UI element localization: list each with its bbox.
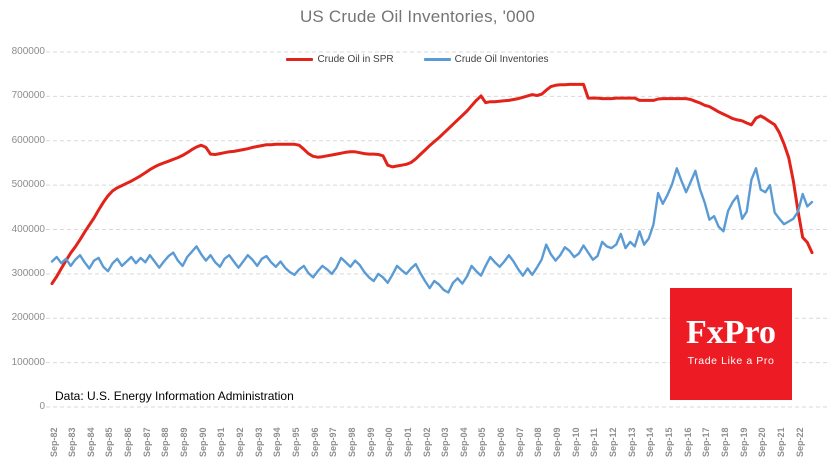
x-axis-tick-label: Sep-85 xyxy=(104,427,115,457)
x-axis-tick-label: Sep-21 xyxy=(775,427,786,457)
x-axis-tick-label: Sep-09 xyxy=(552,427,563,457)
x-axis-tick-label: Sep-04 xyxy=(458,427,469,457)
x-axis-tick-label: Sep-07 xyxy=(514,427,525,457)
x-axis-tick-label: Sep-83 xyxy=(67,427,78,457)
x-axis-tick-label: Sep-97 xyxy=(328,427,339,457)
y-axis-tick-label: 100000 xyxy=(11,356,45,368)
chart-legend: Crude Oil in SPR Crude Oil Inventories xyxy=(0,54,835,65)
x-axis-tick-label: Sep-91 xyxy=(216,427,227,457)
x-axis-tick-label: Sep-90 xyxy=(197,427,208,457)
x-axis-tick-label: Sep-13 xyxy=(626,427,637,457)
x-axis-tick-label: Sep-02 xyxy=(421,427,432,457)
x-axis-tick-label: Sep-16 xyxy=(682,427,693,457)
x-axis-tick-label: Sep-03 xyxy=(440,427,451,457)
x-axis-tick-label: Sep-94 xyxy=(272,427,283,457)
y-axis-tick-label: 700000 xyxy=(11,90,45,102)
x-axis-tick-label: Sep-22 xyxy=(794,427,805,457)
fxpro-logo: FxPro Trade Like a Pro xyxy=(670,288,792,400)
y-axis-tick-label: 600000 xyxy=(11,134,45,146)
fxpro-logo-tagline: Trade Like a Pro xyxy=(687,355,775,367)
x-axis-tick-label: Sep-05 xyxy=(477,427,488,457)
x-axis-tick-label: Sep-10 xyxy=(570,427,581,457)
x-axis-tick-label: Sep-96 xyxy=(309,427,320,457)
x-axis-tick-label: Sep-12 xyxy=(608,427,618,457)
y-axis-tick-label: 300000 xyxy=(11,267,45,279)
x-axis-tick-label: Sep-86 xyxy=(123,427,134,457)
x-axis-tick-label: Sep-17 xyxy=(701,427,712,457)
x-axis-tick-label: Sep-20 xyxy=(757,427,768,457)
legend-label: Crude Oil in SPR xyxy=(317,54,394,65)
x-axis-tick-label: Sep-14 xyxy=(645,427,656,457)
x-axis-tick-label: Sep-88 xyxy=(160,427,171,457)
legend-item: Crude Oil Inventories xyxy=(423,54,549,65)
series-line-crude-oil-in-spr xyxy=(50,82,814,286)
y-axis-tick-label: 800000 xyxy=(11,46,45,57)
legend-line-swatch xyxy=(286,58,314,61)
legend-item: Crude Oil in SPR xyxy=(286,54,394,65)
legend-line-swatch xyxy=(423,58,451,61)
fxpro-logo-brand: FxPro xyxy=(685,314,776,351)
x-axis-tick-label: Sep-87 xyxy=(141,427,152,457)
x-axis-tick-label: Sep-00 xyxy=(384,427,395,457)
x-axis-tick-label: Sep-11 xyxy=(589,427,600,457)
y-axis-tick-label: 400000 xyxy=(11,223,45,235)
series-line-crude-oil-inventories xyxy=(50,167,814,294)
x-axis-tick-label: Sep-99 xyxy=(365,427,376,457)
x-axis-tick-label: Sep-93 xyxy=(253,427,264,457)
x-axis-tick-label: Sep-01 xyxy=(402,427,413,457)
y-axis-tick-label: 200000 xyxy=(11,312,45,324)
x-axis-tick-label: Sep-84 xyxy=(85,427,96,457)
x-axis-tick-label: Sep-15 xyxy=(663,427,674,457)
x-axis-tick-label: Sep-95 xyxy=(290,427,301,457)
legend-label: Crude Oil Inventories xyxy=(454,54,549,65)
x-axis-tick-label: Sep-82 xyxy=(48,427,59,457)
x-axis-tick-label: Sep-98 xyxy=(346,427,357,457)
x-axis-tick-label: Sep-08 xyxy=(533,427,544,457)
y-axis-tick-label: 500000 xyxy=(11,179,45,191)
chart-title: US Crude Oil Inventories, '000 xyxy=(299,7,536,26)
x-axis-tick-label: Sep-18 xyxy=(719,427,730,457)
x-axis-tick-label: Sep-19 xyxy=(738,427,749,457)
y-axis-tick-label: 0 xyxy=(39,401,45,412)
data-source-note: Data: U.S. Energy Information Administra… xyxy=(55,389,294,403)
x-axis-tick-label: Sep-92 xyxy=(235,427,245,457)
x-axis-tick-label: Sep-89 xyxy=(179,427,190,457)
x-axis-tick-label: Sep-06 xyxy=(496,427,507,457)
